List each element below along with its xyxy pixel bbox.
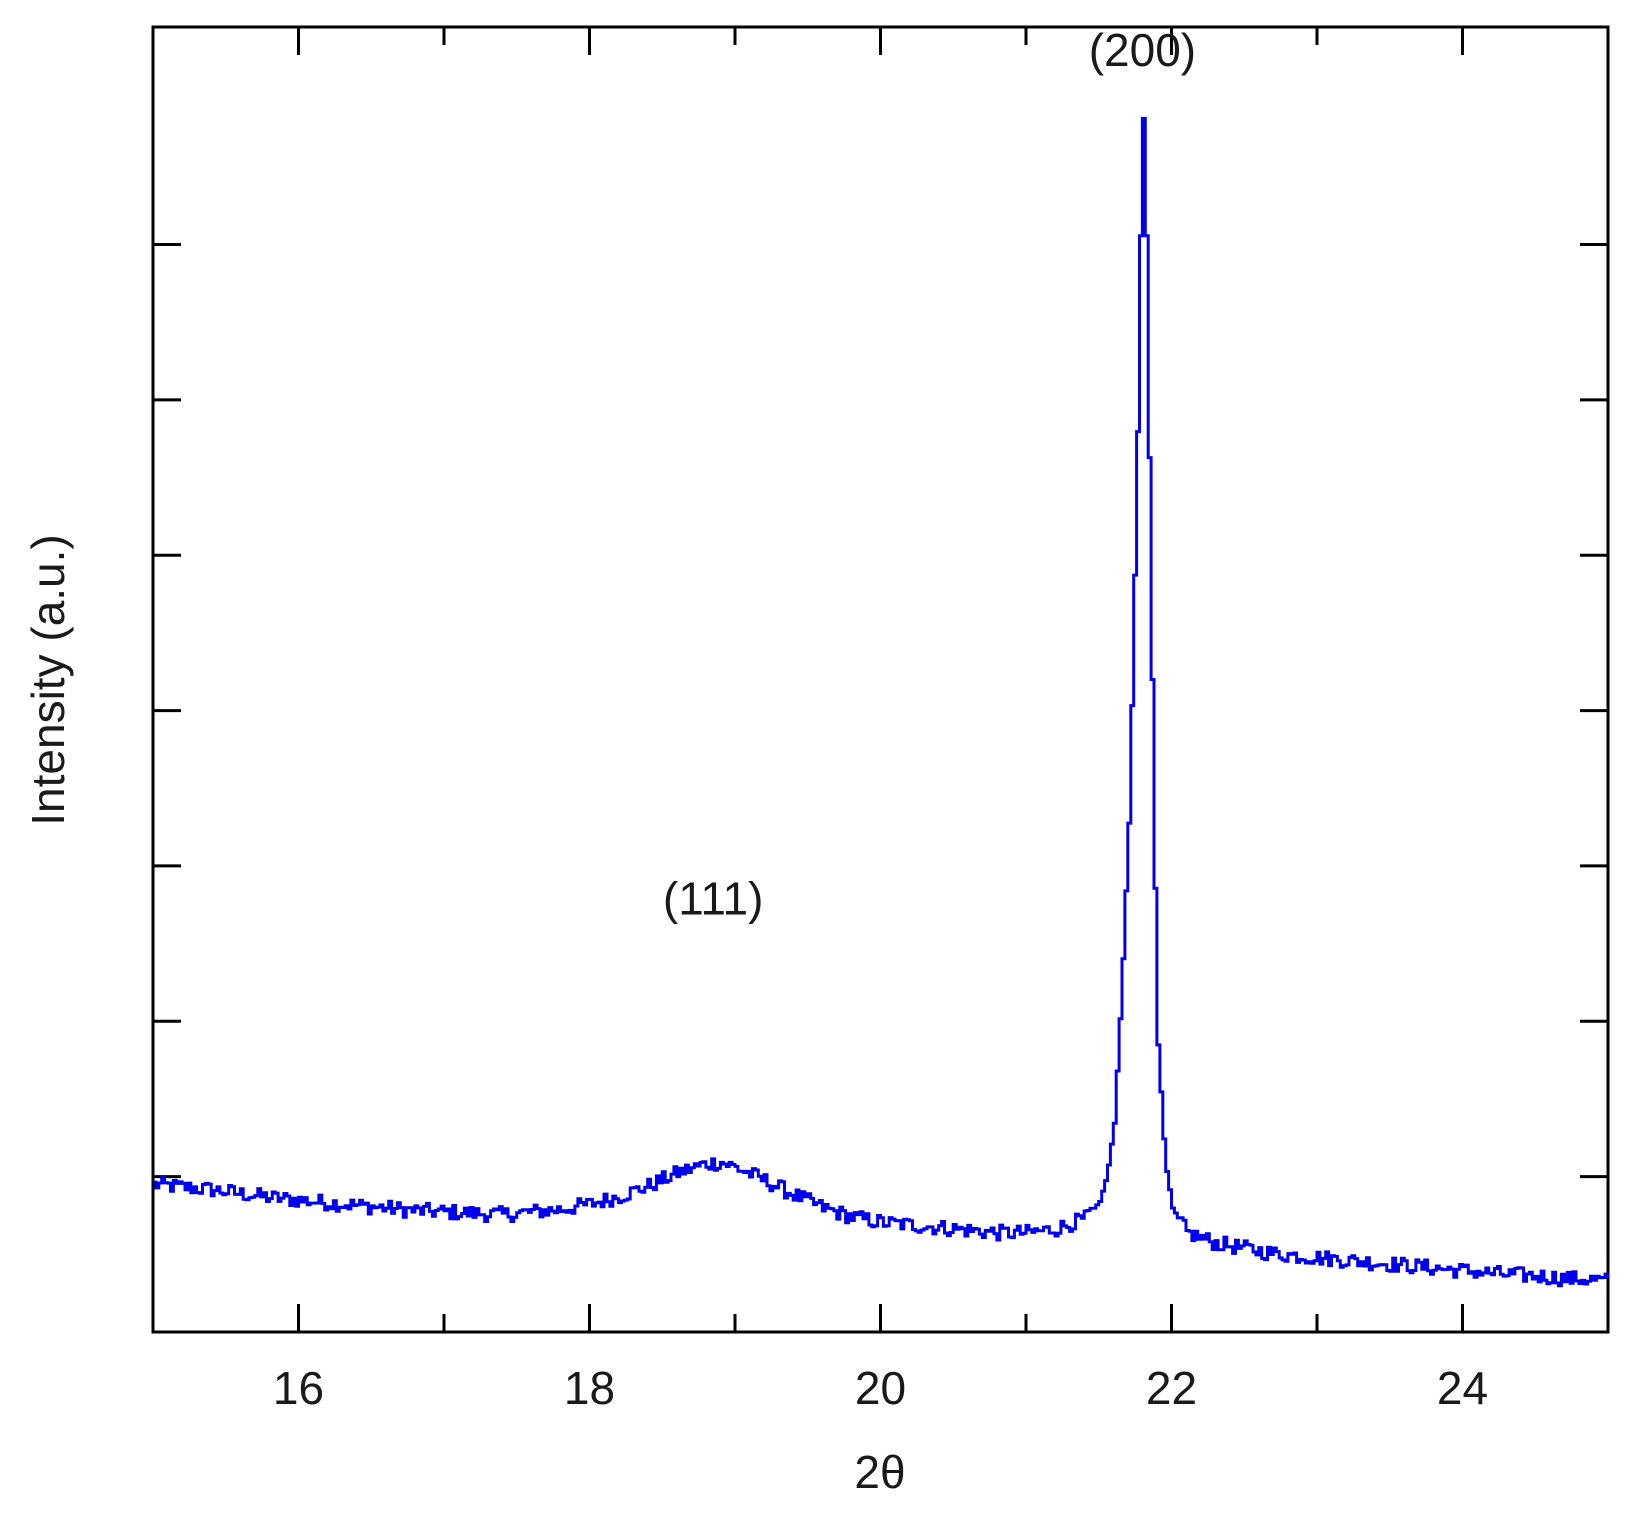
data-layer [153, 116, 1610, 1288]
peak-label: (200) [1089, 24, 1196, 76]
x-axis-title: 2θ [854, 1446, 905, 1498]
labels-layer: 16 18 20 22 24 (111) (200) [273, 24, 1488, 1414]
peak-label: (111) [663, 872, 764, 924]
plot-frame [151, 25, 1610, 1334]
x-tick-label: 24 [1437, 1362, 1488, 1414]
y-axis-title: Intensity (a.u.) [22, 534, 74, 825]
x-tick-label: 22 [1146, 1362, 1197, 1414]
ticks-layer [151, 27, 1610, 1332]
series-line [153, 116, 1610, 1288]
x-tick-label: 16 [273, 1362, 324, 1414]
x-tick-label: 18 [564, 1362, 615, 1414]
x-tick-label: 20 [855, 1362, 906, 1414]
